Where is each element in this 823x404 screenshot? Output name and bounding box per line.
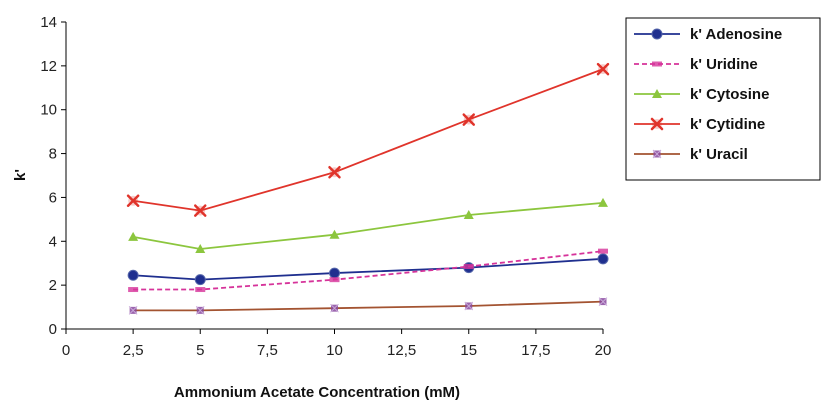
y-tick-label: 6 [49, 189, 57, 206]
data-point [128, 196, 138, 206]
y-tick-label: 8 [49, 146, 57, 163]
marker-glow [652, 119, 662, 129]
marker-glow [464, 115, 474, 125]
legend-label: k' Uridine [690, 56, 758, 73]
marker-glow [330, 167, 340, 177]
x-tick-label: 7,5 [257, 342, 278, 359]
x-axis-title: Ammonium Acetate Concentration (mM) [174, 384, 460, 401]
y-tick-label: 10 [40, 102, 57, 119]
data-point [464, 115, 474, 125]
data-point [330, 167, 340, 177]
y-tick-label: 0 [49, 321, 57, 338]
series-layer [128, 64, 608, 314]
data-point [196, 306, 204, 314]
series-4 [129, 298, 607, 315]
legend-label: k' Adenosine [690, 26, 782, 43]
data-point [128, 232, 138, 241]
data-point [598, 254, 608, 264]
data-point [128, 287, 138, 292]
x-tick-label: 5 [196, 342, 204, 359]
legend-label: k' Cytidine [690, 116, 765, 133]
data-point [195, 275, 205, 285]
data-point [331, 304, 339, 312]
y-tick-label: 4 [49, 233, 57, 250]
x-tick-label: 10 [326, 342, 343, 359]
legend: k' Adenosine k' Uridine k' Cytosine k' Cyti… [626, 18, 820, 180]
data-point [195, 206, 205, 216]
legend-marker [652, 62, 662, 67]
x-tick-label: 12,5 [387, 342, 416, 359]
x-tick-label: 15 [460, 342, 477, 359]
data-point [598, 249, 608, 254]
marker-glow [128, 196, 138, 206]
legend-marker [652, 29, 662, 39]
data-point [599, 298, 607, 306]
axes: 0 2 4 6 8 10 12 14 0 2,5 5 7,5 10 12,5 15 17,5 20 [40, 14, 611, 359]
legend-label: k' Cytosine [690, 86, 769, 103]
data-point [330, 268, 340, 278]
series-1 [128, 249, 608, 292]
x-tick-label: 20 [595, 342, 612, 359]
data-point [330, 277, 340, 282]
data-point [129, 306, 137, 314]
y-tick-label: 2 [49, 277, 57, 294]
data-point [465, 302, 473, 310]
x-tick-label: 0 [62, 342, 70, 359]
data-point [195, 287, 205, 292]
y-tick-label: 14 [40, 14, 57, 31]
series-line [133, 69, 603, 210]
marker-glow [195, 206, 205, 216]
data-point [464, 264, 474, 269]
y-axis-title: k' [12, 169, 29, 181]
y-tick-label: 12 [40, 58, 57, 75]
data-point [598, 64, 608, 74]
x-tick-label: 2,5 [123, 342, 144, 359]
data-point [128, 270, 138, 280]
legend-marker [653, 150, 661, 158]
series-3 [128, 64, 608, 215]
legend-marker [652, 119, 662, 129]
x-tick-label: 17,5 [521, 342, 550, 359]
legend-label: k' Uracil [690, 146, 748, 163]
marker-glow [598, 64, 608, 74]
